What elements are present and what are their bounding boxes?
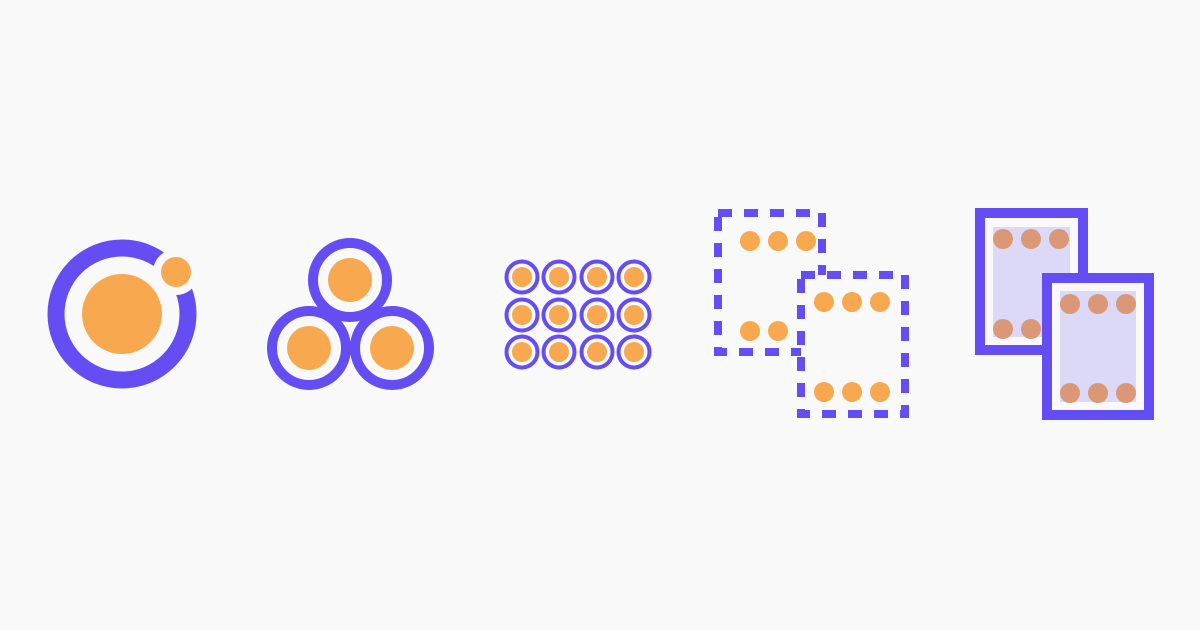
solid-back-dot-2 xyxy=(1021,229,1041,249)
solid-back-dot-1 xyxy=(993,229,1013,249)
cluster-dot-2 xyxy=(287,326,331,370)
cluster-dot-3 xyxy=(370,326,414,370)
solid-front-dot-4 xyxy=(1060,383,1080,403)
grid-dot-4 xyxy=(624,267,644,287)
solid-front-dot-3 xyxy=(1116,294,1136,314)
grid-dot-5 xyxy=(512,305,532,325)
grid-dot-12 xyxy=(624,342,644,362)
solid-back-dot-5 xyxy=(1021,319,1041,339)
dashed-front-dot-1 xyxy=(814,292,834,312)
grid-dot-3 xyxy=(587,267,607,287)
solid-front-dot-5 xyxy=(1088,383,1108,403)
dashed-front-dot-5 xyxy=(842,382,862,402)
dashed-front-dot-6 xyxy=(870,382,890,402)
solid-front-dot-2 xyxy=(1088,294,1108,314)
grid-dot-6 xyxy=(549,305,569,325)
dashed-back-dot-3 xyxy=(796,231,816,251)
ring-satellite-dot xyxy=(161,257,191,287)
grid-dot-10 xyxy=(549,342,569,362)
dashed-front-dot-3 xyxy=(870,292,890,312)
ring-outer xyxy=(47,239,197,389)
grid-dot-11 xyxy=(587,342,607,362)
grid-dot-7 xyxy=(587,305,607,325)
dashed-front-dot-4 xyxy=(814,382,834,402)
grid-dot-2 xyxy=(549,267,569,287)
ionic-logo-icon xyxy=(47,239,199,389)
dashed-front-dot-2 xyxy=(842,292,862,312)
grid-dot-9 xyxy=(512,342,532,362)
solid-front-dot-1 xyxy=(1060,294,1080,314)
dashed-frame-back xyxy=(714,209,826,356)
grid-dot-1 xyxy=(512,267,532,287)
solid-back-dot-3 xyxy=(1049,229,1069,249)
circle-grid-icon xyxy=(504,259,652,370)
dashed-frames-icon xyxy=(714,209,909,418)
three-circles-cluster-icon xyxy=(267,238,434,390)
cluster-dot-1 xyxy=(328,258,372,302)
ring-center-dot xyxy=(82,274,162,354)
grid-dot-8 xyxy=(624,305,644,325)
solid-frames-icon xyxy=(975,208,1154,420)
dashed-back-dot-5 xyxy=(768,321,788,341)
dashed-back-dot-2 xyxy=(768,231,788,251)
dashed-back-dot-1 xyxy=(740,231,760,251)
dashed-back-dot-4 xyxy=(740,321,760,341)
solid-front-dot-6 xyxy=(1116,383,1136,403)
solid-back-dot-4 xyxy=(993,319,1013,339)
